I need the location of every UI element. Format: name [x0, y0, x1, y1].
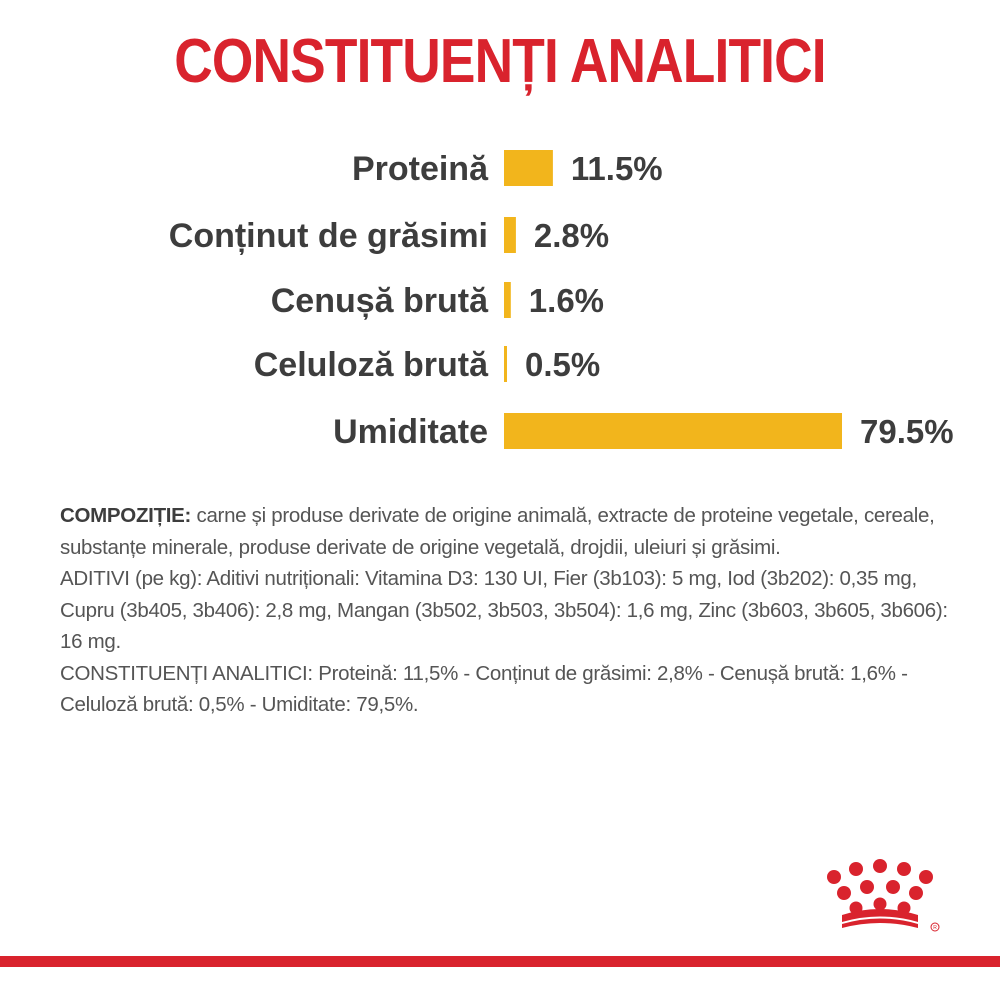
crown-icon: R	[827, 859, 940, 932]
composition-text: COMPOZIȚIE: carne și produse derivate de…	[60, 500, 950, 721]
value-label: 79.5%	[860, 413, 954, 450]
bar	[504, 413, 842, 449]
analytic-bar-chart: Proteină 11.5% Conținut de grăsimi 2.8% Cenu…	[169, 150, 954, 451]
value-label: 1.6%	[529, 282, 604, 319]
category-label: Conținut de grăsimi	[169, 217, 488, 255]
value-label: 0.5%	[525, 346, 600, 383]
composition-lead: COMPOZIȚIE:	[60, 504, 192, 527]
category-label: Celuloză brută	[254, 346, 489, 384]
category-label: Umiditate	[333, 413, 488, 451]
page-title: CONSTITUENȚI ANALITICI	[174, 27, 826, 96]
value-label: 11.5%	[571, 150, 663, 187]
bar	[504, 150, 553, 186]
bar	[504, 217, 516, 253]
bar	[504, 346, 507, 382]
category-label: Cenușă brută	[271, 282, 489, 320]
composition-analytic: CONSTITUENȚI ANALITICI: Proteină: 11,5% …	[60, 661, 908, 717]
svg-text:R: R	[933, 925, 937, 931]
bar	[504, 282, 511, 318]
category-label: Proteină	[352, 150, 489, 188]
composition-additives: ADITIVI (pe kg): Aditivi nutriționali: V…	[60, 567, 948, 653]
composition-ingredients: carne și produse derivate de origine ani…	[60, 504, 935, 559]
bottom-rule	[0, 956, 1000, 967]
composition-paragraph: COMPOZIȚIE: carne și produse derivate de…	[60, 500, 950, 563]
value-label: 2.8%	[534, 217, 609, 254]
